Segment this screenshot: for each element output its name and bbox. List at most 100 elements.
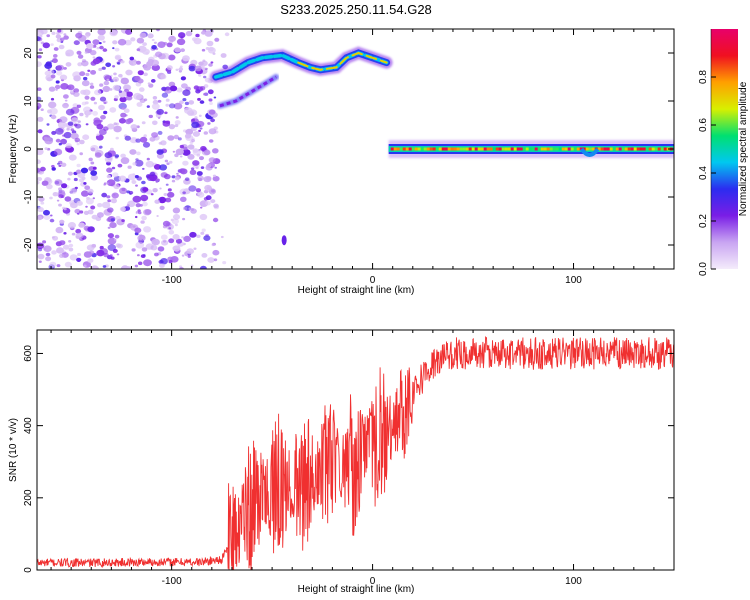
carrier-segment [453, 147, 457, 151]
noise-speckle [40, 201, 45, 205]
noise-speckle [134, 227, 142, 234]
carrier-segment [456, 147, 460, 151]
noise-speckle [121, 107, 125, 110]
noise-speckle [107, 233, 114, 239]
noise-speckle [220, 235, 224, 239]
noise-speckle [98, 67, 103, 72]
noise-speckle [142, 167, 145, 170]
noise-speckle [137, 254, 140, 257]
noise-speckle [174, 47, 181, 53]
noise-speckle [144, 209, 152, 215]
noise-speckle [182, 160, 189, 166]
snr-y-label: SNR (10 * v/v) [8, 418, 19, 482]
noise-speckle [191, 139, 196, 143]
noise-speckle [73, 88, 80, 93]
noise-speckle [53, 148, 63, 156]
noise-speckle [174, 124, 179, 128]
noise-speckle [65, 62, 72, 67]
noise-speckle [60, 138, 67, 145]
noise-speckle [127, 173, 137, 181]
carrier-segment [657, 147, 661, 151]
carrier-segment [429, 147, 433, 151]
carrier-dip [579, 147, 600, 157]
noise-speckle [174, 120, 181, 125]
noise-speckle [114, 238, 117, 241]
noise-speckle [197, 175, 204, 181]
noise-speckle [192, 131, 200, 137]
noise-speckle [208, 98, 213, 102]
noise-speckle [203, 131, 208, 135]
noise-speckle [44, 62, 53, 69]
carrier-segment [600, 147, 604, 151]
noise-speckle [143, 254, 146, 257]
noise-speckle [188, 65, 196, 72]
noise-speckle [93, 101, 97, 105]
noise-speckle [168, 124, 176, 130]
carrier-segment [612, 147, 616, 151]
noise-speckle [110, 147, 114, 151]
noise-speckle [99, 96, 107, 102]
noise-speckle [46, 184, 53, 190]
noise-speckle [143, 259, 152, 267]
y-tick-label: 10 [23, 95, 34, 107]
noise-speckle [37, 96, 42, 102]
noise-speckle [201, 30, 206, 35]
noise-speckle [106, 179, 116, 187]
noise-speckle [41, 180, 49, 186]
noise-speckle [73, 91, 80, 97]
noise-speckle [212, 52, 216, 55]
noise-speckle [126, 204, 130, 207]
noise-speckle [51, 167, 56, 171]
noise-speckle [193, 85, 200, 90]
noise-speckle [203, 84, 209, 88]
noise-speckle [172, 150, 176, 153]
noise-speckle [43, 245, 52, 252]
noise-speckle [135, 138, 141, 143]
carrier-segment [507, 147, 511, 151]
carrier-segment [504, 147, 508, 151]
noise-speckle [124, 135, 131, 141]
noise-speckle [126, 266, 131, 269]
noise-speckle [83, 264, 87, 268]
noise-speckle [140, 220, 145, 224]
noise-speckle [201, 228, 206, 232]
isolated-spot [281, 235, 287, 246]
noise-speckle [155, 51, 163, 58]
noise-speckle [139, 87, 145, 92]
noise-speckle [112, 40, 118, 45]
noise-speckle [49, 107, 58, 115]
colorbar-tick-label: 0.4 [698, 166, 709, 180]
noise-speckle [63, 131, 72, 139]
noise-speckle [141, 247, 148, 252]
noise-speckle [163, 173, 171, 180]
noise-speckle [40, 108, 44, 111]
noise-speckle [37, 106, 40, 110]
noise-speckle [37, 253, 45, 260]
noise-speckle [182, 191, 186, 195]
noise-speckle [157, 99, 162, 103]
noise-speckle [199, 127, 203, 130]
noise-speckle [94, 152, 102, 158]
noise-speckle [199, 100, 205, 104]
noise-speckle [114, 54, 122, 60]
noise-speckle [184, 133, 192, 139]
noise-speckle [46, 123, 50, 126]
noise-speckle [200, 146, 207, 151]
noise-speckle [73, 40, 80, 46]
noise-speckle [55, 80, 60, 84]
noise-speckle [166, 65, 173, 71]
noise-speckle [195, 33, 200, 38]
noise-speckle [181, 236, 185, 239]
noise-speckle [163, 240, 167, 243]
noise-speckle [107, 226, 111, 229]
noise-speckle [70, 132, 79, 140]
noise-speckle [182, 217, 186, 221]
noise-speckle [137, 234, 146, 242]
noise-speckle [180, 76, 186, 81]
noise-speckle [159, 187, 162, 190]
noise-speckle [117, 38, 127, 46]
noise-speckle [132, 162, 137, 166]
noise-speckle [92, 166, 97, 170]
y-tick-label: 20 [23, 47, 34, 59]
noise-speckle [147, 33, 154, 39]
